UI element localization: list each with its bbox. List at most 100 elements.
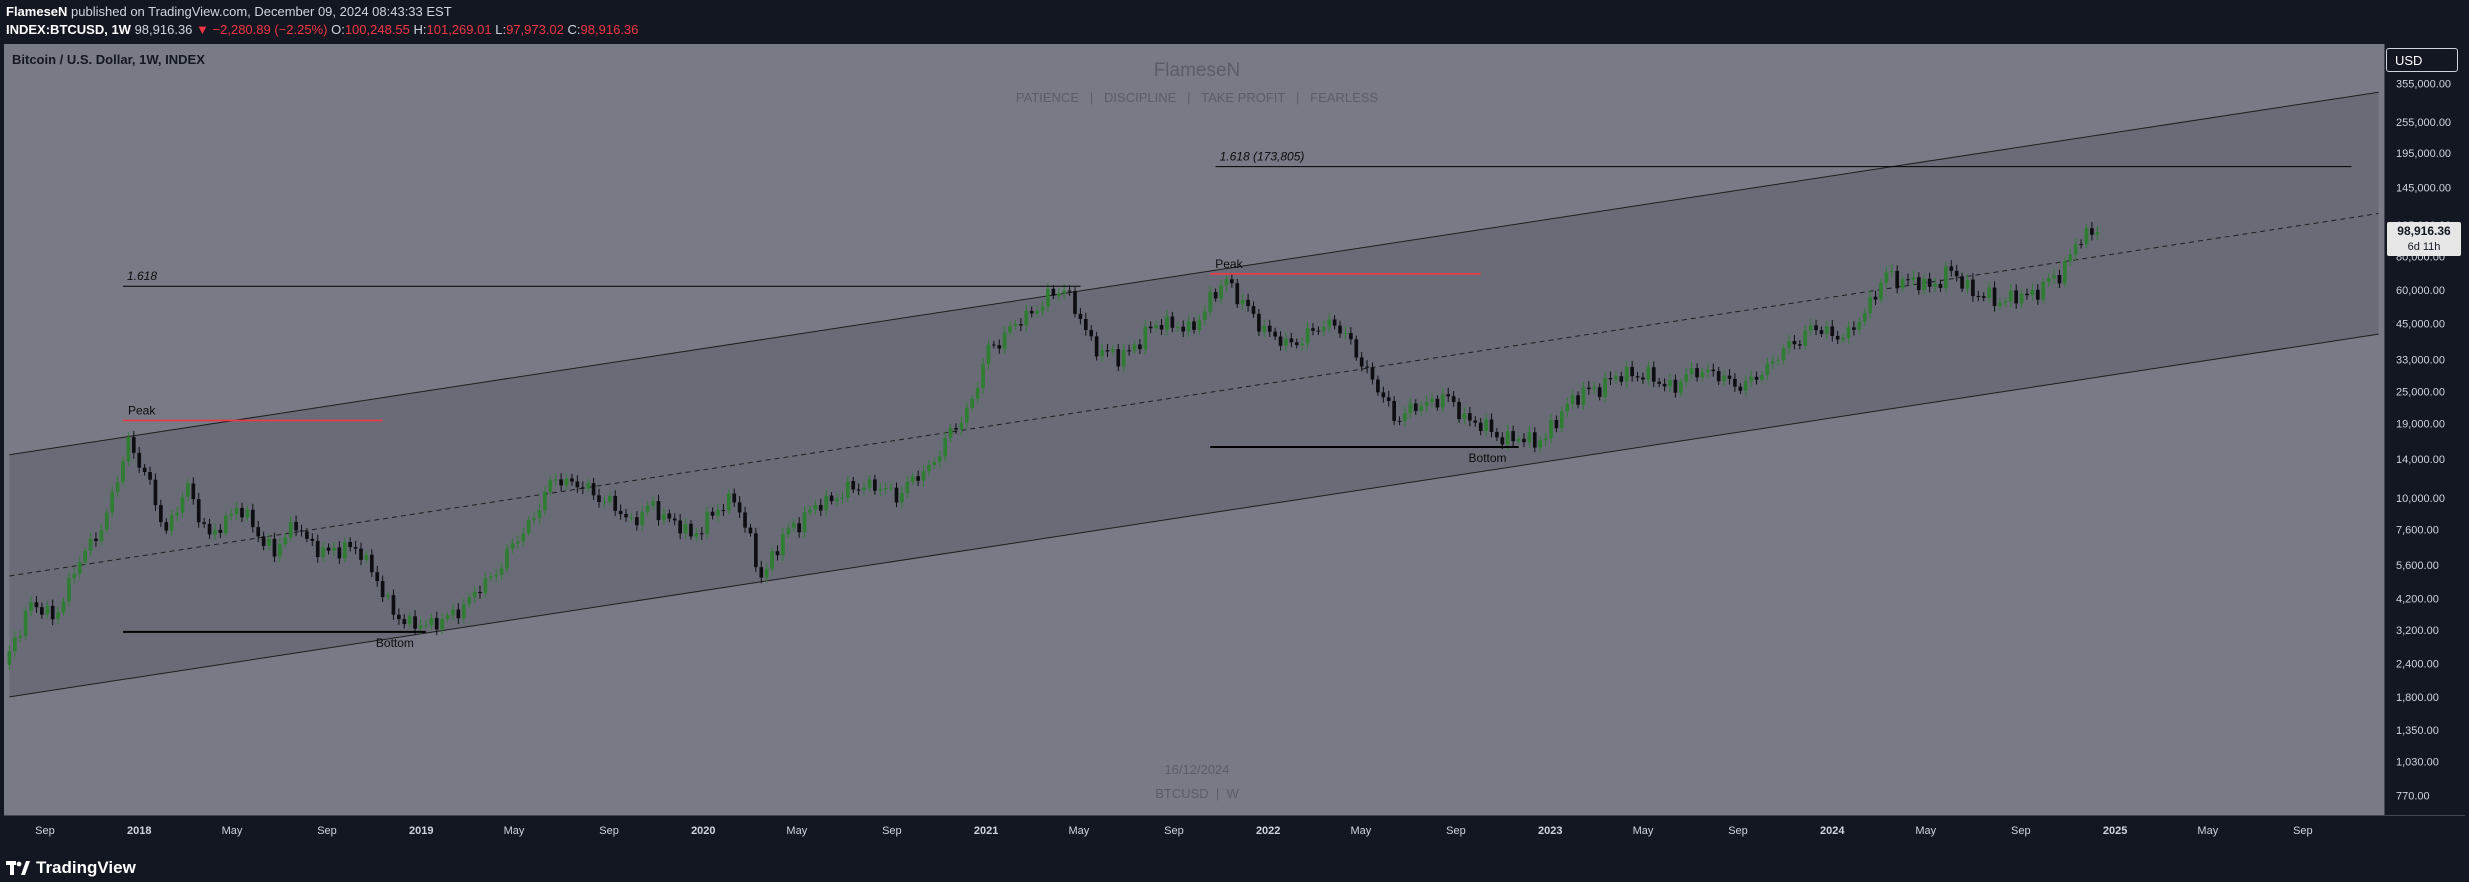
candle-body — [1386, 397, 1391, 401]
instrument-title: Bitcoin / U.S. Dollar, 1W, INDEX — [12, 52, 205, 67]
publish-info: FlameseN published on TradingView.com, D… — [6, 4, 452, 19]
candle-body — [50, 605, 55, 620]
candle-body — [1825, 326, 1829, 334]
annotation-label: Bottom — [376, 636, 414, 650]
candle-body — [1154, 324, 1158, 329]
candle-body — [1132, 344, 1137, 351]
ohlc-legend: INDEX:BTCUSD, 1W 98,916.36 ▼ −2,280.89 (… — [6, 22, 638, 37]
price-tick-label: 4,200.00 — [2396, 594, 2439, 606]
candle-body — [862, 487, 866, 490]
candle-body — [445, 615, 450, 619]
candle-body — [1538, 440, 1543, 448]
last-price-tag: 98,916.36 6d 11h — [2387, 221, 2461, 256]
close-value: 98,916.36 — [580, 22, 639, 37]
candle-body — [867, 479, 872, 488]
candle-body — [1992, 287, 1997, 306]
price-axis[interactable]: 770.00 1,030.00 1,350.00 1,800.00 2,400.00 3,… — [2396, 79, 2451, 803]
candle-body — [1619, 376, 1624, 382]
channel-upper-line[interactable] — [9, 91, 2379, 456]
candle-body — [40, 607, 44, 615]
price-tick-label: 5,600.00 — [2396, 560, 2439, 572]
time-axis[interactable]: Sep 2018 May Sep 2019 May Sep 2020 May Sep 2021 May… — [35, 825, 2312, 837]
candle-body — [1624, 366, 1629, 382]
published-text: published on TradingView.com, December 0… — [71, 4, 452, 19]
candle-body — [418, 625, 423, 629]
candle-body — [1392, 400, 1396, 421]
time-tick-label: Sep — [1446, 825, 1466, 837]
candle-body — [981, 364, 985, 389]
channel-mid-line[interactable] — [9, 213, 2379, 577]
candle-body — [2008, 290, 2013, 302]
candle-body — [1770, 361, 1775, 364]
candle-body — [543, 492, 547, 511]
candle-body — [1792, 341, 1797, 345]
candle-body — [1971, 279, 1975, 297]
author-name[interactable]: FlameseN — [6, 4, 68, 19]
candle-body — [1592, 387, 1597, 390]
channel-lower-line[interactable] — [9, 333, 2379, 698]
candle-body — [12, 637, 17, 652]
candle-body — [1008, 325, 1012, 333]
candle-body — [894, 487, 899, 503]
candle-body — [1165, 316, 1169, 330]
candle-body — [234, 507, 239, 514]
time-tick-label: Sep — [317, 825, 337, 837]
candle-body — [516, 541, 520, 544]
candle-body — [121, 461, 125, 483]
time-tick-label: 2023 — [1538, 825, 1562, 837]
price-tick-label: 1,350.00 — [2396, 725, 2439, 737]
candle-body — [575, 481, 580, 488]
chart-canvas[interactable]: 1.618 1.618 (173,805) Peak Peak Bottom Bottom… — [4, 44, 2465, 852]
candle-body — [29, 602, 33, 611]
candle-body — [770, 551, 774, 569]
candle-body — [153, 479, 158, 506]
time-tick-label: May — [1915, 825, 1936, 837]
candle-body — [397, 614, 401, 620]
candle-body — [1321, 326, 1326, 332]
candle-body — [353, 547, 358, 549]
currency-button[interactable]: USD — [2386, 48, 2458, 72]
candle-body — [873, 479, 877, 491]
candle-body — [526, 519, 531, 534]
candle-body — [2035, 289, 2040, 300]
candle-body — [1208, 291, 1213, 312]
tradingview-logo[interactable]: TradingView — [6, 858, 136, 878]
annotation-label: Peak — [128, 403, 156, 417]
candle-body — [402, 619, 407, 625]
candle-body — [321, 547, 325, 558]
candle-body — [786, 527, 791, 535]
candle-body — [1111, 349, 1115, 352]
candle-body — [1197, 319, 1202, 330]
candle-body — [851, 480, 856, 490]
candle-body — [2025, 293, 2029, 296]
candle-body — [997, 345, 1002, 349]
low-value: 97,973.02 — [506, 22, 564, 37]
price-tick-label: 14,000.00 — [2396, 454, 2445, 466]
candle-body — [283, 537, 288, 545]
candle-body — [196, 499, 201, 523]
candle-body — [61, 601, 66, 613]
candle-body — [126, 437, 131, 462]
candle-body — [1570, 395, 1575, 404]
candle-body — [818, 504, 823, 511]
candle-body — [34, 602, 39, 608]
price-tick-label: 25,000.00 — [2396, 387, 2445, 399]
time-tick-label: Sep — [1728, 825, 1748, 837]
candle-body — [1121, 350, 1126, 367]
time-tick-label: Sep — [35, 825, 55, 837]
candle-body — [2090, 228, 2094, 235]
time-axis-background[interactable] — [4, 816, 2465, 852]
candle-body — [115, 482, 120, 492]
price-tick-label: 33,000.00 — [2396, 354, 2445, 366]
candle-body — [618, 510, 623, 515]
candle-body — [937, 456, 942, 462]
price-tick-label: 3,200.00 — [2396, 625, 2439, 637]
candle-body — [1240, 299, 1245, 305]
candle-body — [845, 480, 850, 498]
price-axis-background[interactable] — [2385, 44, 2465, 815]
low-label: L: — [495, 22, 507, 37]
chart-frame[interactable]: 1.618 1.618 (173,805) Peak Peak Bottom Bottom… — [4, 44, 2465, 856]
price-tick-label: 255,000.00 — [2396, 117, 2451, 129]
open-value: 100,248.55 — [344, 22, 410, 37]
candle-body — [737, 502, 742, 513]
